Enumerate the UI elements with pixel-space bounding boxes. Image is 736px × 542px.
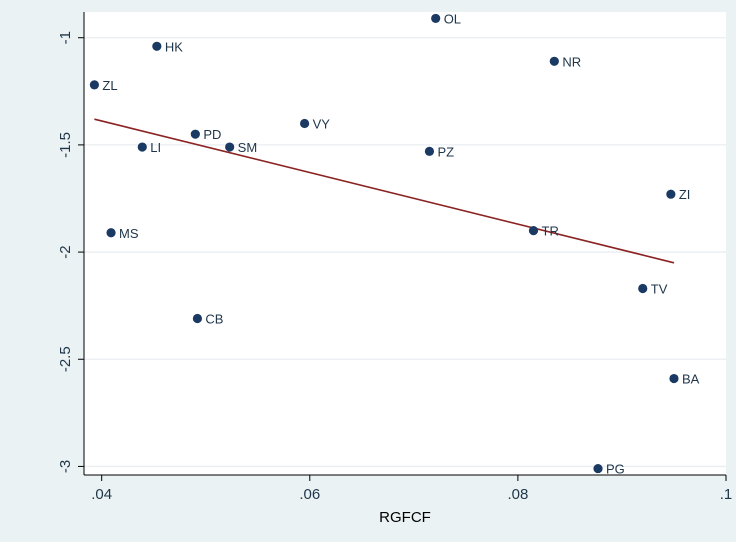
data-point	[593, 463, 603, 474]
y-tick-label: -2	[57, 245, 74, 258]
x-tick-label: .1	[720, 486, 733, 503]
data-point-label: BA	[682, 372, 700, 387]
data-point-label: PD	[203, 127, 221, 142]
fit-line-group	[94, 118, 675, 264]
data-point	[669, 373, 679, 384]
data-point-label: LI	[150, 140, 161, 155]
y-tick-label: -1	[57, 31, 74, 44]
data-point	[89, 80, 100, 90]
data-point	[549, 56, 559, 66]
data-point-label: HK	[165, 39, 183, 54]
data-point	[106, 228, 116, 238]
x-tick-label: .08	[507, 486, 528, 503]
axes	[83, 12, 726, 476]
data-point	[528, 226, 539, 236]
gridlines	[84, 37, 726, 468]
data-point	[431, 13, 441, 24]
data-point	[190, 129, 200, 139]
data-point-label: TV	[651, 282, 668, 297]
x-tick-label: .04	[91, 486, 112, 503]
data-point-label: PG	[606, 462, 625, 477]
data-point	[152, 41, 162, 51]
y-axis-ticks: -1 -1.5 -2 -2.5 -3	[57, 31, 84, 473]
data-point-label: TR	[542, 224, 559, 239]
data-points: OL HK NR ZL VY PD LI SM PZ ZI MS TR TV CB BA PG	[89, 11, 700, 477]
data-point	[225, 142, 235, 152]
y-tick-label: -2.5	[57, 346, 74, 372]
data-point-label: ZI	[679, 187, 691, 202]
data-point-label: CB	[205, 312, 223, 327]
plot-area	[84, 12, 726, 475]
data-point-label: NR	[562, 54, 581, 69]
data-point	[137, 142, 147, 152]
data-point-label: SM	[238, 140, 258, 155]
data-point-label: PZ	[437, 144, 454, 159]
y-tick-label: -1.5	[57, 132, 74, 158]
data-point	[299, 118, 310, 129]
data-point	[192, 313, 203, 324]
data-point	[666, 189, 676, 199]
data-point	[638, 283, 648, 294]
data-point-label: MS	[119, 226, 139, 241]
data-point-label: ZL	[102, 78, 117, 93]
x-axis-label: RGFCF	[379, 509, 431, 526]
x-tick-label: .06	[299, 486, 320, 503]
x-axis-ticks: .04 .06 .08 .1	[91, 475, 732, 503]
data-point-label: VY	[313, 116, 331, 131]
data-point-label: OL	[444, 11, 461, 26]
data-point	[424, 146, 435, 156]
fit-line	[94, 118, 675, 264]
y-tick-label: -3	[57, 460, 74, 473]
